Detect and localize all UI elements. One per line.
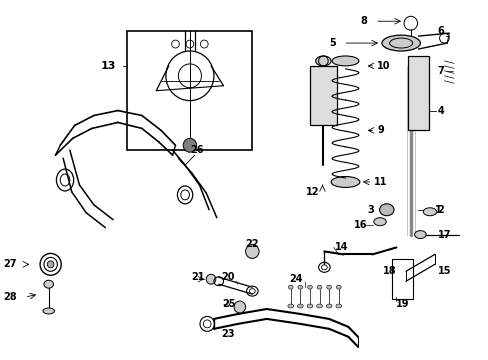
Circle shape [183,138,196,152]
Text: 28: 28 [3,292,17,302]
Ellipse shape [335,304,341,308]
Ellipse shape [423,208,436,216]
Ellipse shape [373,218,386,226]
Ellipse shape [297,304,303,308]
Bar [407,56,428,130]
Text: 3: 3 [367,205,373,215]
Ellipse shape [307,285,312,289]
Text: 10: 10 [376,61,390,71]
Text: 9: 9 [376,125,383,135]
Text: 5: 5 [328,38,335,48]
Text: 21: 21 [190,272,204,282]
Text: 22: 22 [245,239,259,249]
Text: 26: 26 [189,145,203,155]
Ellipse shape [287,304,293,308]
Ellipse shape [379,204,393,216]
Ellipse shape [381,35,420,51]
Circle shape [245,244,259,258]
Text: 12: 12 [305,187,319,197]
Text: 11: 11 [373,177,387,187]
Ellipse shape [325,304,331,308]
Text: 23: 23 [221,329,235,339]
Ellipse shape [44,280,53,288]
Text: 1: 1 [434,205,441,215]
Bar [391,260,412,299]
Ellipse shape [316,304,322,308]
Ellipse shape [317,285,321,289]
Text: 19: 19 [396,299,409,309]
Text: 17: 17 [437,230,450,239]
Bar [127,31,252,150]
Ellipse shape [288,285,292,289]
Text: 4: 4 [437,105,444,116]
Ellipse shape [331,56,358,66]
Ellipse shape [43,308,54,314]
Text: 15: 15 [437,266,450,276]
Text: 7: 7 [437,66,444,76]
Ellipse shape [414,231,425,239]
Text: 13: 13 [101,61,116,71]
Ellipse shape [47,261,54,268]
Text: 25: 25 [222,299,236,309]
Text: 2: 2 [437,205,444,215]
Ellipse shape [315,56,330,66]
Ellipse shape [206,274,215,284]
Ellipse shape [330,176,359,188]
Text: 16: 16 [353,220,367,230]
Text: 14: 14 [334,243,347,252]
Ellipse shape [336,285,341,289]
Text: 27: 27 [3,259,17,269]
Ellipse shape [297,285,302,289]
Ellipse shape [306,304,312,308]
Text: 8: 8 [360,16,367,26]
Text: 6: 6 [437,26,444,36]
Text: 18: 18 [382,266,396,276]
Ellipse shape [326,285,331,289]
Bar [309,66,336,125]
Text: 24: 24 [288,274,302,284]
Circle shape [234,301,245,313]
Text: 20: 20 [221,272,235,282]
